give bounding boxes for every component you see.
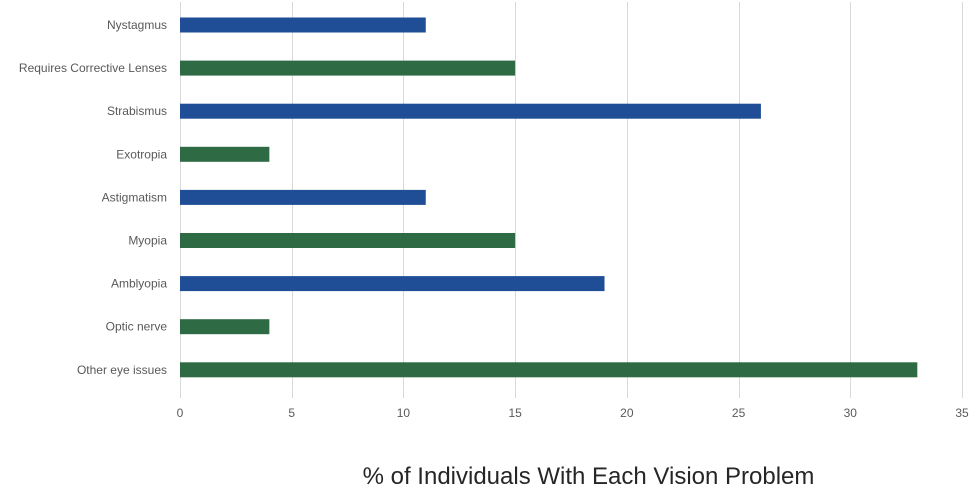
- x-tick-label: 35: [955, 406, 969, 420]
- category-labels: Nystagmus Requires Corrective Lenses Strab…: [19, 18, 167, 377]
- category-label: Astigmatism: [102, 190, 167, 204]
- x-tick-label: 10: [397, 406, 411, 420]
- bar: [180, 60, 516, 76]
- category-label: Nystagmus: [107, 18, 167, 32]
- bar: [180, 319, 270, 335]
- category-label: Strabismus: [107, 104, 167, 118]
- bars: [180, 17, 918, 378]
- bar: [180, 103, 761, 119]
- category-label: Requires Corrective Lenses: [19, 61, 167, 75]
- bar: [180, 233, 516, 248]
- bar: [180, 362, 918, 378]
- bar: [180, 146, 270, 162]
- bar: [180, 17, 426, 33]
- category-label: Myopia: [128, 234, 167, 248]
- x-tick-label: 5: [288, 406, 295, 420]
- category-label: Other eye issues: [77, 363, 167, 377]
- bar: [180, 189, 426, 205]
- x-tick-label: 15: [508, 406, 522, 420]
- category-label: Amblyopia: [111, 277, 167, 291]
- category-label: Exotropia: [116, 147, 167, 161]
- x-axis-title: % of Individuals With Each Vision Proble…: [362, 463, 815, 490]
- x-tick-label: 0: [177, 406, 184, 420]
- x-tick-label: 20: [620, 406, 634, 420]
- x-tick-label: 30: [844, 406, 858, 420]
- bar: [180, 276, 605, 292]
- category-label: Optic nerve: [106, 320, 168, 334]
- x-tick-label: 25: [732, 406, 746, 420]
- x-tick-labels: 0 5 10 15 20 25 30 35: [177, 406, 969, 420]
